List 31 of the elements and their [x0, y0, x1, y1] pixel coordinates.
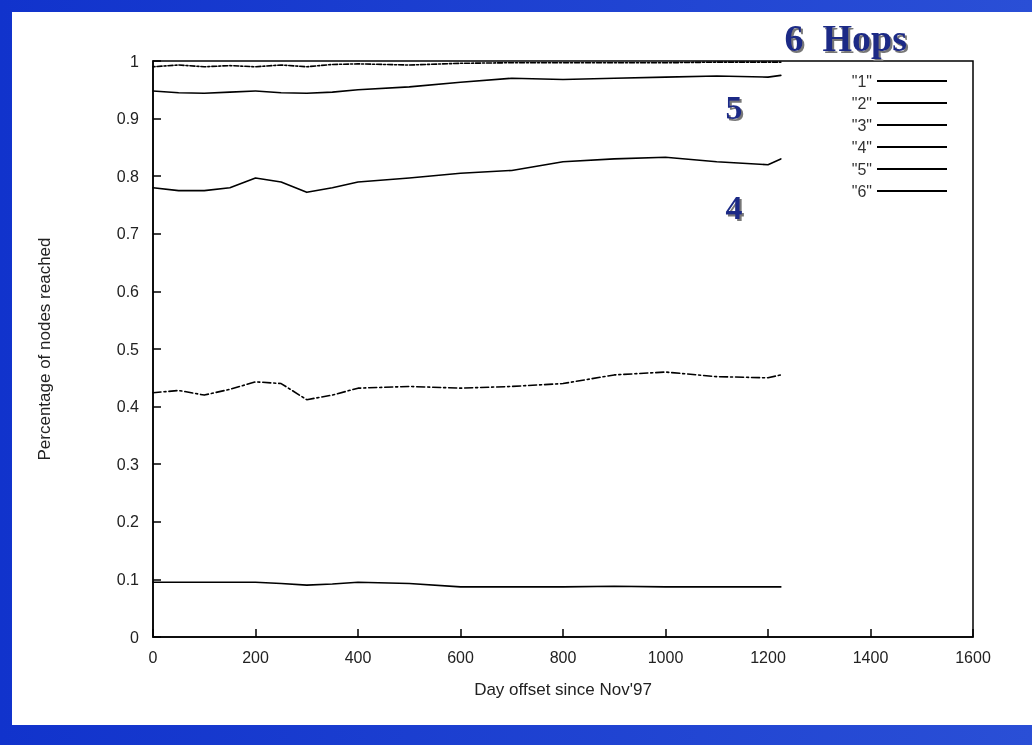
y-tick-label: 0.8 [116, 167, 140, 185]
legend-label: "1" [851, 72, 872, 90]
x-tick-label: 200 [242, 648, 269, 666]
x-tick-label: 1200 [750, 648, 786, 666]
legend-label: "2" [851, 94, 872, 112]
x-tick-label: 1400 [852, 648, 889, 666]
y-tick-label: 0.9 [116, 110, 140, 128]
chart-title: 6 Hops [784, 17, 907, 59]
x-tick-label: 600 [447, 648, 474, 666]
y-axis-title: Percentage of nodes reached [35, 237, 54, 461]
y-tick-label: 0.2 [116, 513, 140, 531]
x-tick-label: 400 [344, 648, 372, 666]
y-tick-label: 0.7 [116, 225, 140, 243]
legend-label: "3" [851, 116, 872, 134]
annotation: 5 [725, 88, 743, 126]
y-tick-label: 0.4 [116, 398, 140, 416]
annotation: 4 [725, 188, 743, 226]
x-axis-title: Day offset since Nov'97 [474, 680, 652, 699]
y-tick-label: 0 [130, 628, 140, 646]
x-tick-label: 800 [549, 648, 577, 666]
legend-label: "5" [851, 160, 872, 178]
y-tick-label: 0.3 [116, 455, 140, 473]
x-tick-label: 1000 [647, 648, 684, 666]
y-tick-label: 0.1 [116, 570, 140, 588]
x-tick-label: 0 [148, 648, 158, 666]
y-tick-label: 1 [130, 52, 140, 70]
x-tick-label: 1600 [955, 648, 991, 666]
legend-label: "6" [851, 182, 872, 200]
y-tick-label: 0.5 [116, 340, 140, 358]
legend-label: "4" [851, 138, 872, 156]
y-tick-label: 0.6 [116, 282, 140, 300]
